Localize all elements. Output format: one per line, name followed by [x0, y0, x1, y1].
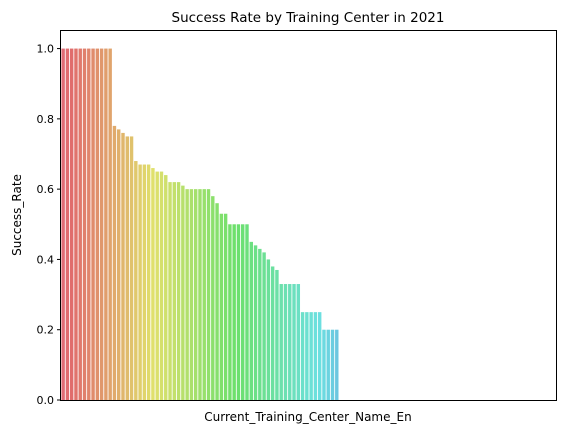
bar — [198, 189, 202, 400]
bar — [335, 329, 339, 400]
bar — [245, 224, 249, 400]
bar — [262, 252, 266, 400]
bar — [121, 132, 125, 400]
bar — [168, 182, 172, 400]
bar — [117, 129, 121, 400]
y-tick-label: 0.8 — [37, 113, 55, 126]
bar — [313, 312, 318, 400]
bar — [78, 48, 82, 400]
y-tick-label: 0.6 — [37, 183, 55, 196]
bar — [228, 224, 232, 400]
bar — [296, 284, 301, 400]
bar — [146, 164, 151, 400]
bar — [241, 224, 245, 400]
bar — [206, 189, 211, 400]
bar — [138, 164, 142, 400]
bar — [211, 196, 215, 400]
bar — [292, 284, 296, 400]
bar — [125, 136, 129, 400]
bar — [300, 312, 305, 400]
bar — [270, 266, 275, 400]
bar — [142, 164, 147, 400]
bar — [164, 175, 168, 400]
bar — [309, 312, 313, 400]
bar — [155, 171, 159, 400]
bar — [305, 312, 309, 400]
bar — [193, 189, 198, 400]
bars-group — [61, 48, 339, 400]
bar — [91, 48, 95, 400]
bar — [219, 213, 224, 400]
bar — [69, 48, 74, 400]
bar — [236, 224, 241, 400]
bar — [185, 189, 189, 400]
bar — [134, 161, 138, 400]
bar — [172, 182, 177, 400]
bar — [159, 171, 164, 400]
bar — [82, 48, 87, 400]
bar — [189, 189, 194, 400]
bar — [330, 329, 335, 400]
bar — [129, 136, 134, 400]
bar — [215, 203, 219, 400]
bar — [112, 125, 117, 400]
bar — [61, 48, 65, 400]
bar — [104, 48, 108, 400]
bar — [253, 245, 258, 400]
bar — [223, 213, 228, 400]
bar — [151, 168, 155, 400]
bar — [95, 48, 100, 400]
plot-frame — [60, 30, 557, 401]
bar — [283, 284, 288, 400]
bar — [258, 248, 262, 400]
y-tick-label: 0.2 — [37, 324, 55, 337]
bar — [87, 48, 91, 400]
y-axis: 0.0 0.2 0.4 0.6 0.8 1.0 — [37, 43, 61, 407]
bar — [176, 182, 181, 400]
bar — [202, 189, 206, 400]
bar — [317, 312, 322, 400]
y-tick-label: 0.4 — [37, 253, 55, 266]
bar — [266, 259, 271, 400]
chart-title: Success Rate by Training Center in 2021 — [172, 10, 445, 26]
bar — [65, 48, 70, 400]
bar — [288, 284, 292, 400]
bar — [275, 269, 279, 400]
bar — [108, 48, 112, 400]
bar — [232, 224, 236, 400]
y-tick-label: 1.0 — [37, 43, 55, 56]
bar — [326, 329, 330, 400]
bar — [279, 284, 283, 400]
bar — [99, 48, 104, 400]
bar — [181, 185, 185, 400]
x-axis-label: Current_Training_Center_Name_En — [204, 410, 411, 424]
bar — [249, 241, 253, 400]
y-axis-label: Success_Rate — [10, 174, 24, 256]
bar — [74, 48, 78, 400]
y-tick-label: 0.0 — [37, 394, 55, 407]
bar — [322, 329, 326, 400]
